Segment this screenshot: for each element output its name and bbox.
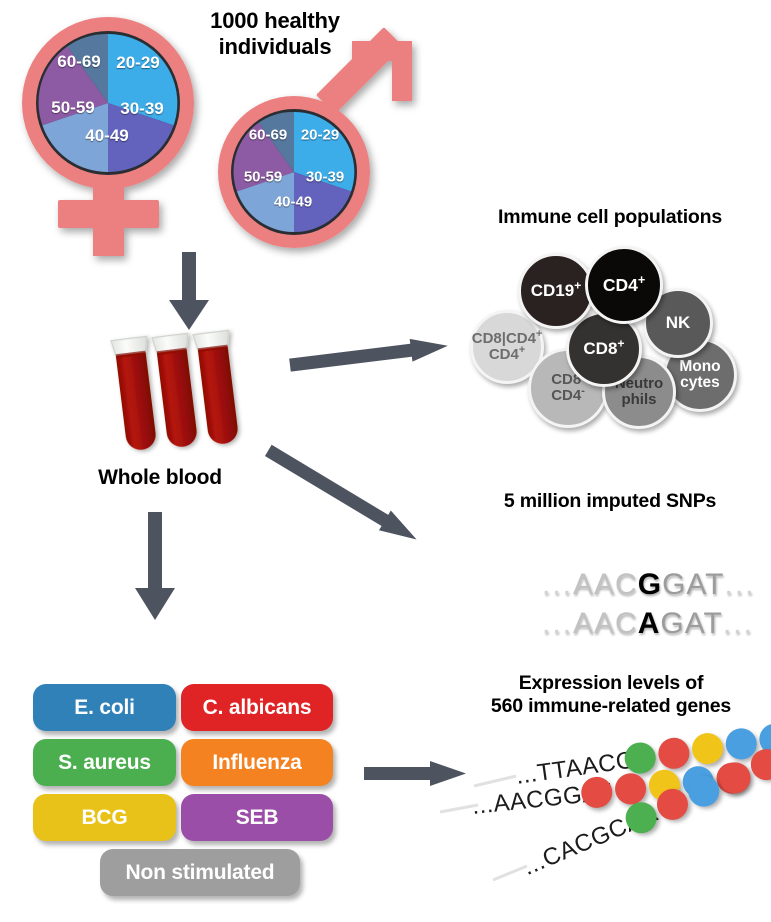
cell-label-line2: CD4: [551, 387, 582, 404]
stimulation-pill-seb[interactable]: SEB: [181, 794, 333, 841]
pie-label-20-29: 20-29: [300, 126, 340, 144]
superscript-plus: +: [535, 328, 543, 341]
pie-label-60-69: 60-69: [248, 126, 288, 144]
superscript-plus: +: [518, 344, 526, 356]
pie-label-60-69: 60-69: [57, 52, 101, 71]
cell-label: NK: [665, 313, 691, 333]
female-gender-symbol: [22, 17, 194, 256]
pie-label-50-59: 50-59: [51, 98, 95, 117]
pie-label-40-49: 40-49: [85, 126, 129, 145]
arrow-blood-to-snps: [264, 444, 417, 540]
blood-tube: [192, 329, 238, 444]
cell-label-line1: CD8: [551, 371, 582, 389]
pie-label-20-29: 20-29: [116, 53, 160, 72]
arrow-blood-to-stimulations: [135, 512, 175, 620]
cell-label: CD19: [530, 281, 575, 301]
cell-label-line1: Neutro: [614, 375, 664, 393]
female-age-pie: [38, 33, 178, 173]
pie-label-30-39: 30-39: [305, 168, 345, 186]
pie-label-30-39: 30-39: [120, 99, 164, 118]
stimulation-pill-c-albicans[interactable]: C. albicans: [181, 684, 333, 731]
snp-suffix-dots: ...: [724, 568, 756, 601]
snp-suffix-bases: GAT: [662, 568, 725, 601]
heading-expression-levels: Expression levels of 560 immune-related …: [490, 672, 732, 717]
snp-suffix-bases: GAT: [660, 607, 723, 640]
snp-allele-2: ...AACAGAT...: [486, 573, 754, 675]
expression-strand-lines: [439, 774, 528, 882]
blood-tube: [110, 335, 156, 450]
snp-prefix-dots: ...: [542, 568, 574, 601]
superscript-plus: +: [617, 336, 625, 351]
cell-label-line2: cytes: [680, 374, 720, 391]
cell-label: CD4: [602, 274, 638, 295]
arrow-stimulations-to-expression: [364, 761, 466, 786]
stimulation-pill-s-aureus[interactable]: S. aureus: [33, 739, 176, 786]
heading-imputed-snps: 5 million imputed SNPs: [503, 490, 717, 512]
cell-neutrophils[interactable]: Neutro phils: [602, 355, 676, 429]
cell-label-line1: Mono: [679, 357, 721, 375]
cell-cd8pos[interactable]: CD8+: [566, 311, 642, 387]
cell-cd19pos[interactable]: CD19+: [518, 253, 594, 329]
heading-immune-cell-populations: Immune cell populations: [497, 206, 722, 228]
stimulation-pill-non-stimulated[interactable]: Non stimulated: [100, 849, 300, 896]
snp-prefix-bases: AAC: [573, 568, 638, 601]
cell-cd4pos[interactable]: CD4+: [585, 246, 663, 324]
stimulation-pill-bcg[interactable]: BCG: [33, 794, 176, 841]
cell-label-line2: phils: [621, 391, 657, 408]
snp-prefix-dots: ...: [542, 607, 574, 640]
arrow-individuals-to-blood: [169, 252, 209, 330]
cell-label-line2: CD4: [488, 346, 519, 363]
snp-allele-1: ...AACGGAT...: [486, 534, 756, 636]
snp-variant-base: A: [637, 607, 661, 640]
stimulation-pill-influenza[interactable]: Influenza: [181, 739, 333, 786]
snp-suffix-dots: ...: [722, 607, 754, 640]
superscript-plus: +: [637, 272, 646, 287]
pie-label-40-49: 40-49: [273, 193, 313, 211]
pie-label-50-59: 50-59: [243, 168, 283, 186]
stimulation-pill-e-coli[interactable]: E. coli: [33, 684, 176, 731]
label-whole-blood: Whole blood: [98, 466, 222, 489]
arrow-blood-to-immune-cells: [289, 338, 448, 372]
snp-prefix-bases: AAC: [573, 607, 638, 640]
page-title-individuals: 1000 healthy individuals: [210, 8, 340, 59]
male-age-pie: [233, 111, 355, 233]
superscript-minus: -: [581, 385, 585, 397]
male-gender-symbol: [218, 27, 412, 248]
cell-label-line1: CD8|CD4: [471, 330, 536, 348]
cell-label: CD8: [583, 339, 618, 359]
snp-variant-base: G: [637, 568, 663, 601]
whole-blood-tubes: [110, 329, 238, 450]
superscript-plus: +: [574, 278, 582, 293]
blood-tube: [151, 332, 197, 447]
